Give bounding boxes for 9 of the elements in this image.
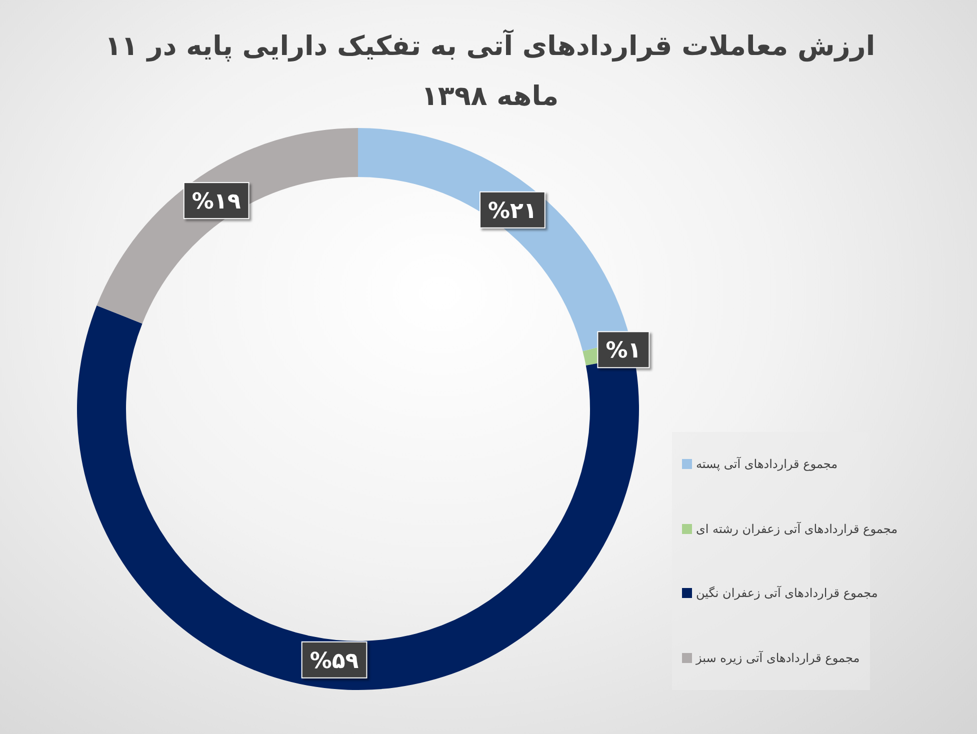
legend-label: مجموع قراردادهای آتی زیره سبز	[696, 650, 860, 664]
legend-label: مجموع قراردادهای آتی زعفران نگین	[696, 586, 878, 600]
legend-label: مجموع قراردادهای آتی پسته	[696, 457, 838, 471]
chart-title: ارزش معاملات قراردادهای آتی به تفکیک دارایی پایه در ۱۱ ماهه ۱۳۹۸	[104, 28, 876, 114]
data-label: %۱۹	[192, 190, 241, 215]
data-label: %۱	[606, 338, 642, 364]
data-label: %۲۱	[488, 198, 537, 224]
legend-label: مجموع قراردادهای آتی زعفران رشته ای	[696, 522, 898, 536]
data-label: %۵۹	[310, 648, 359, 674]
